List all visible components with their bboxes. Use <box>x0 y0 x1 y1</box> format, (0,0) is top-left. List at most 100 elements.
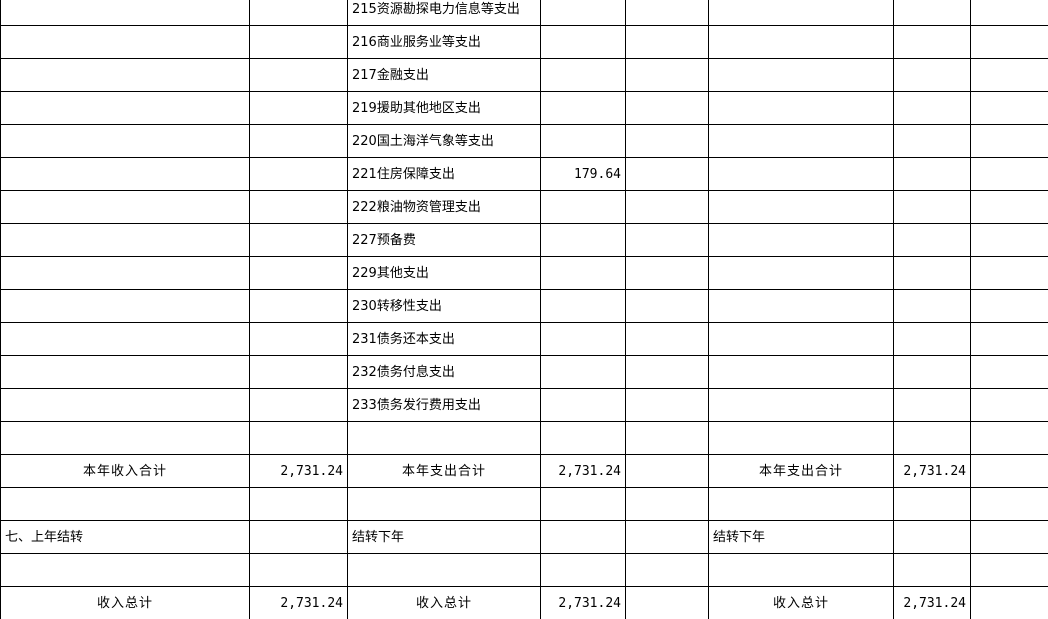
cell-r8c5[interactable] <box>625 256 709 290</box>
cell-r16c2[interactable] <box>249 520 348 554</box>
cell-r9c4[interactable] <box>540 289 626 323</box>
cell-r6c6[interactable] <box>708 190 894 224</box>
cell-r10c7[interactable] <box>893 322 971 356</box>
cell-r7c1[interactable] <box>0 223 250 257</box>
cell-r3c4[interactable] <box>540 91 626 125</box>
cell-r18c3[interactable]: 收入总计 <box>347 586 541 619</box>
cell-r16c5[interactable] <box>625 520 709 554</box>
cell-r18c4[interactable]: 2,731.24 <box>540 586 626 619</box>
cell-r3c7[interactable] <box>893 91 971 125</box>
cell-r6c1[interactable] <box>0 190 250 224</box>
cell-r15c4[interactable] <box>540 487 626 521</box>
cell-r15c8[interactable] <box>970 487 1048 521</box>
cell-r17c8[interactable] <box>970 553 1048 587</box>
cell-r1c7[interactable] <box>893 25 971 59</box>
cell-r12c2[interactable] <box>249 388 348 422</box>
cell-r8c2[interactable] <box>249 256 348 290</box>
cell-r14c8[interactable] <box>970 454 1048 488</box>
cell-r10c4[interactable] <box>540 322 626 356</box>
cell-r15c1[interactable] <box>0 487 250 521</box>
cell-r9c2[interactable] <box>249 289 348 323</box>
cell-r4c1[interactable] <box>0 124 250 158</box>
cell-r8c1[interactable] <box>0 256 250 290</box>
cell-r4c2[interactable] <box>249 124 348 158</box>
cell-r0c4[interactable] <box>540 0 626 26</box>
cell-r10c8[interactable] <box>970 322 1048 356</box>
cell-r8c3[interactable]: 229其他支出 <box>347 256 541 290</box>
cell-r7c6[interactable] <box>708 223 894 257</box>
cell-r0c8[interactable] <box>970 0 1048 26</box>
cell-r2c3[interactable]: 217金融支出 <box>347 58 541 92</box>
cell-r7c3[interactable]: 227预备费 <box>347 223 541 257</box>
cell-r6c7[interactable] <box>893 190 971 224</box>
cell-r17c7[interactable] <box>893 553 971 587</box>
cell-r6c2[interactable] <box>249 190 348 224</box>
cell-r1c4[interactable] <box>540 25 626 59</box>
cell-r8c4[interactable] <box>540 256 626 290</box>
cell-r18c2[interactable]: 2,731.24 <box>249 586 348 619</box>
cell-r18c6[interactable]: 收入总计 <box>708 586 894 619</box>
cell-r16c8[interactable] <box>970 520 1048 554</box>
cell-r4c6[interactable] <box>708 124 894 158</box>
cell-r18c7[interactable]: 2,731.24 <box>893 586 971 619</box>
cell-r2c5[interactable] <box>625 58 709 92</box>
cell-r17c4[interactable] <box>540 553 626 587</box>
cell-r15c6[interactable] <box>708 487 894 521</box>
cell-r11c5[interactable] <box>625 355 709 389</box>
cell-r7c2[interactable] <box>249 223 348 257</box>
cell-r10c5[interactable] <box>625 322 709 356</box>
cell-r6c8[interactable] <box>970 190 1048 224</box>
cell-r9c7[interactable] <box>893 289 971 323</box>
cell-r6c3[interactable]: 222粮油物资管理支出 <box>347 190 541 224</box>
cell-r16c3[interactable]: 结转下年 <box>347 520 541 554</box>
cell-r10c3[interactable]: 231债务还本支出 <box>347 322 541 356</box>
cell-r11c3[interactable]: 232债务付息支出 <box>347 355 541 389</box>
cell-r17c3[interactable] <box>347 553 541 587</box>
cell-r4c5[interactable] <box>625 124 709 158</box>
cell-r12c7[interactable] <box>893 388 971 422</box>
cell-r12c1[interactable] <box>0 388 250 422</box>
cell-r12c3[interactable]: 233债务发行费用支出 <box>347 388 541 422</box>
cell-r16c7[interactable] <box>893 520 971 554</box>
cell-r3c5[interactable] <box>625 91 709 125</box>
cell-r1c6[interactable] <box>708 25 894 59</box>
cell-r2c8[interactable] <box>970 58 1048 92</box>
cell-r14c6[interactable]: 本年支出合计 <box>708 454 894 488</box>
cell-r7c4[interactable] <box>540 223 626 257</box>
cell-r11c7[interactable] <box>893 355 971 389</box>
cell-r17c6[interactable] <box>708 553 894 587</box>
cell-r3c6[interactable] <box>708 91 894 125</box>
cell-r8c6[interactable] <box>708 256 894 290</box>
cell-r5c6[interactable] <box>708 157 894 191</box>
cell-r17c1[interactable] <box>0 553 250 587</box>
cell-r2c2[interactable] <box>249 58 348 92</box>
cell-r3c3[interactable]: 219援助其他地区支出 <box>347 91 541 125</box>
cell-r11c2[interactable] <box>249 355 348 389</box>
cell-r9c6[interactable] <box>708 289 894 323</box>
cell-r16c1[interactable]: 七、上年结转 <box>0 520 250 554</box>
cell-r18c8[interactable] <box>970 586 1048 619</box>
cell-r1c1[interactable] <box>0 25 250 59</box>
cell-r10c1[interactable] <box>0 322 250 356</box>
cell-r17c5[interactable] <box>625 553 709 587</box>
cell-r7c8[interactable] <box>970 223 1048 257</box>
cell-r4c7[interactable] <box>893 124 971 158</box>
cell-r9c3[interactable]: 230转移性支出 <box>347 289 541 323</box>
cell-r14c7[interactable]: 2,731.24 <box>893 454 971 488</box>
cell-r10c6[interactable] <box>708 322 894 356</box>
cell-r4c8[interactable] <box>970 124 1048 158</box>
cell-r11c6[interactable] <box>708 355 894 389</box>
cell-r15c5[interactable] <box>625 487 709 521</box>
cell-r0c7[interactable] <box>893 0 971 26</box>
cell-r5c8[interactable] <box>970 157 1048 191</box>
cell-r8c8[interactable] <box>970 256 1048 290</box>
cell-r16c6[interactable]: 结转下年 <box>708 520 894 554</box>
cell-r6c5[interactable] <box>625 190 709 224</box>
cell-r11c1[interactable] <box>0 355 250 389</box>
cell-r4c4[interactable] <box>540 124 626 158</box>
cell-r5c3[interactable]: 221住房保障支出 <box>347 157 541 191</box>
cell-r13c7[interactable] <box>893 421 971 455</box>
cell-r8c7[interactable] <box>893 256 971 290</box>
cell-r2c1[interactable] <box>0 58 250 92</box>
cell-r2c6[interactable] <box>708 58 894 92</box>
